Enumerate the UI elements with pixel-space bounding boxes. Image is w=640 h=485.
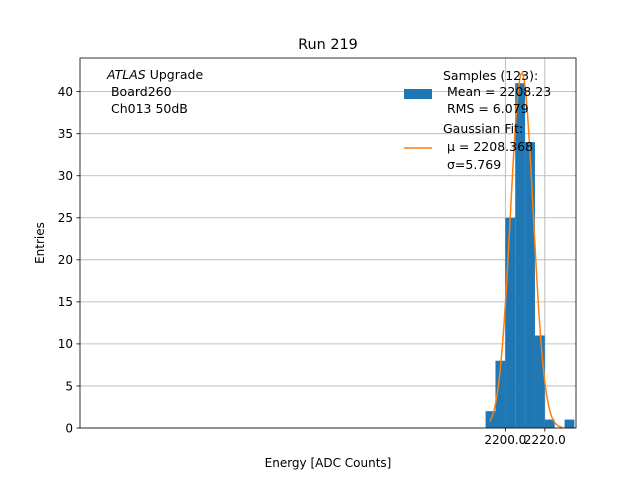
histogram-bar-5	[534, 335, 545, 428]
annotation-line-3: Ch013 50dB	[107, 101, 188, 116]
legend: Samples (123): Mean = 2208.23 RMS = 6.07…	[404, 68, 551, 172]
y-axis-ticks: 0 5 10 15 20 25 30 35 40	[58, 85, 80, 435]
y-tick-label-2: 10	[58, 337, 73, 351]
x-tick-label-1: 2220.0	[524, 433, 566, 447]
histogram-bar-6	[544, 419, 555, 428]
atlas-annotation: ATLAS Upgrade Board260 Ch013 50dB	[106, 67, 203, 116]
legend-samples-line-3: RMS = 6.079	[443, 101, 529, 116]
histogram-bar-1	[495, 360, 506, 428]
annotation-line-2: Board260	[107, 84, 172, 99]
y-tick-label-7: 35	[58, 127, 73, 141]
histogram-bar-8	[564, 419, 575, 428]
y-tick-label-3: 15	[58, 295, 73, 309]
y-tick-label-0: 0	[65, 421, 73, 435]
histogram-bar-3	[515, 83, 526, 429]
legend-fit-line-3: σ=5.769	[443, 157, 501, 172]
y-tick-label-6: 30	[58, 169, 73, 183]
legend-samples-line-2: Mean = 2208.23	[443, 84, 551, 99]
histogram-bar-2	[505, 217, 516, 428]
gaussian-fit-curve	[488, 72, 563, 429]
legend-samples-line-1: Samples (123):	[443, 68, 538, 83]
legend-fit-line-1: Gaussian Fit:	[443, 121, 523, 136]
y-axis-label: Entries	[33, 222, 47, 264]
y-tick-label-1: 5	[65, 379, 73, 393]
y-tick-label-8: 40	[58, 85, 73, 99]
legend-samples-patch	[404, 89, 432, 99]
annotation-line-1: ATLAS Upgrade	[106, 67, 203, 82]
plot-frame	[79, 57, 577, 429]
x-tick-label-0: 2200.0	[484, 433, 526, 447]
y-tick-label-5: 25	[58, 211, 73, 225]
chart-title: Run 219	[298, 37, 358, 53]
y-tick-label-4: 20	[58, 253, 73, 267]
histogram-bar-4	[525, 142, 535, 428]
legend-fit-line-2: μ = 2208.368	[443, 139, 533, 154]
x-axis-label: Energy [ADC Counts]	[265, 456, 392, 470]
